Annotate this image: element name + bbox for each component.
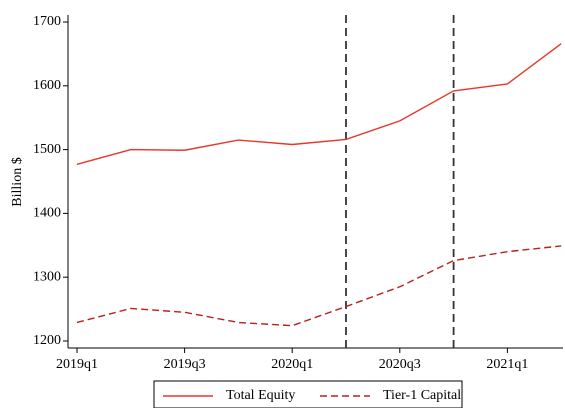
legend-box bbox=[153, 380, 463, 408]
y-tick-label: 1500 bbox=[33, 142, 61, 157]
y-tick-label: 1200 bbox=[33, 333, 61, 348]
x-tick-label: 2020q3 bbox=[379, 357, 421, 372]
legend-label: Tier-1 Capital bbox=[383, 388, 461, 403]
series-line bbox=[76, 43, 562, 165]
y-tick-label: 1400 bbox=[33, 206, 61, 221]
legend-label: Total Equity bbox=[226, 388, 295, 403]
x-tick-label: 2019q3 bbox=[164, 357, 206, 372]
y-axis-label: Billion $ bbox=[10, 157, 25, 206]
y-tick-label: 1600 bbox=[33, 78, 61, 93]
x-tick-label: 2020q1 bbox=[271, 357, 313, 372]
x-tick-label: 2021q1 bbox=[486, 357, 528, 372]
x-tick-label: 2019q1 bbox=[56, 357, 98, 372]
series-line bbox=[76, 245, 562, 327]
y-tick-label: 1300 bbox=[33, 269, 61, 284]
y-tick-label: 1700 bbox=[33, 14, 61, 29]
